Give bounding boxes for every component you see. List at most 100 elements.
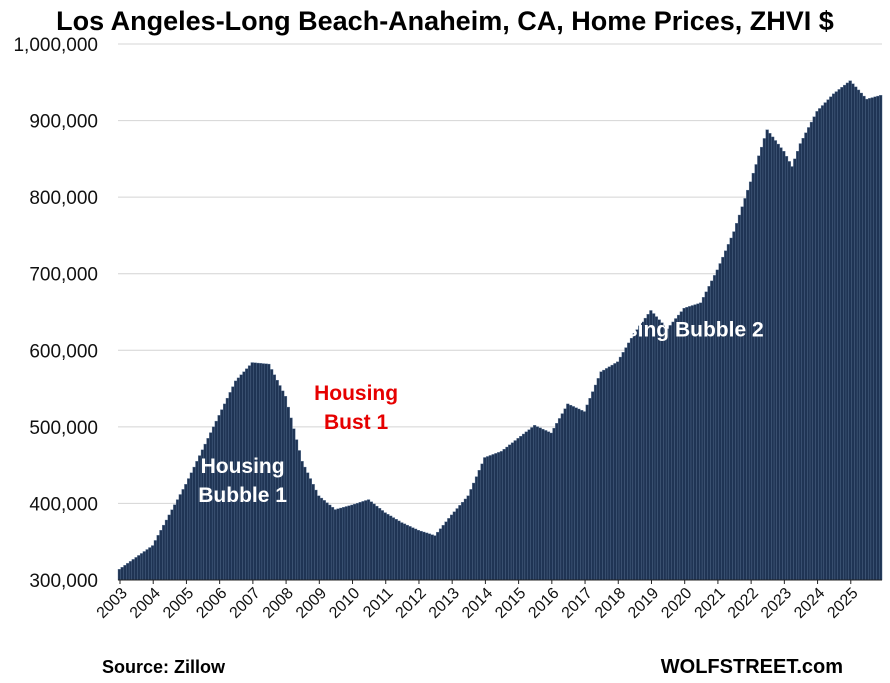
- bar: [784, 156, 789, 581]
- bar: [787, 161, 791, 581]
- bar: [571, 406, 575, 581]
- bar: [721, 256, 725, 581]
- bar: [300, 461, 304, 581]
- bar: [386, 514, 390, 581]
- bar: [491, 454, 495, 581]
- bar: [383, 512, 387, 581]
- bar: [829, 96, 833, 581]
- bar: [834, 91, 838, 581]
- bar: [128, 561, 133, 581]
- bar: [483, 457, 487, 581]
- bar: [663, 325, 667, 581]
- x-tick-label: 2017: [559, 585, 596, 622]
- bar: [422, 531, 426, 581]
- bar: [776, 143, 780, 581]
- bar: [347, 505, 351, 581]
- bar: [430, 534, 434, 581]
- bar: [605, 368, 609, 581]
- bar: [740, 206, 744, 581]
- bar: [325, 502, 329, 581]
- bar: [173, 504, 177, 581]
- bar: [447, 518, 451, 581]
- bar: [375, 505, 379, 581]
- bar: [566, 403, 570, 581]
- bar: [328, 504, 332, 581]
- x-axis: 2003200420052006200720082009201020112012…: [94, 580, 862, 622]
- bar: [153, 540, 157, 581]
- x-tick-label: 2007: [227, 585, 264, 622]
- source-label: Source: Zillow: [102, 657, 226, 677]
- bar: [757, 155, 761, 581]
- bar: [510, 442, 515, 581]
- chart-title: Los Angeles-Long Beach-Anaheim, CA, Home…: [56, 6, 834, 36]
- bar: [378, 508, 382, 581]
- bar: [189, 472, 193, 581]
- bar: [848, 80, 852, 581]
- bar: [311, 484, 315, 581]
- bar: [472, 482, 476, 581]
- bar: [674, 318, 678, 581]
- bar: [665, 328, 670, 581]
- bar: [195, 461, 199, 581]
- x-tick-label: 2013: [426, 585, 463, 622]
- bar: [369, 501, 373, 581]
- x-tick-label: 2012: [393, 585, 430, 622]
- bar: [876, 95, 880, 581]
- bar: [837, 89, 841, 581]
- bar: [552, 427, 556, 581]
- bar: [743, 198, 747, 581]
- bar: [693, 304, 697, 581]
- x-tick-label: 2010: [326, 585, 363, 622]
- bar: [366, 499, 371, 581]
- bar: [610, 364, 614, 581]
- bar: [765, 129, 769, 581]
- bar: [577, 408, 581, 581]
- bar: [322, 500, 326, 581]
- bar: [596, 378, 600, 581]
- bar: [699, 302, 703, 581]
- y-axis: 300,000 400,000 500,000 600,000 700,000 800,0…: [13, 35, 98, 592]
- bar: [477, 470, 481, 581]
- bar: [724, 250, 728, 581]
- bar: [649, 310, 653, 581]
- bar: [317, 495, 321, 581]
- x-tick-label: 2018: [592, 585, 629, 622]
- bar: [823, 102, 827, 581]
- bar: [618, 356, 623, 581]
- bar: [308, 478, 312, 581]
- bar: [856, 89, 861, 581]
- bar: [629, 337, 634, 581]
- bar: [145, 549, 149, 581]
- bar: [306, 472, 310, 581]
- y-tick-label: 600,000: [29, 341, 98, 362]
- bar: [400, 522, 404, 581]
- bar: [184, 484, 188, 581]
- y-tick-label: 500,000: [29, 418, 98, 439]
- bar: [286, 406, 290, 581]
- y-tick-label: 800,000: [29, 188, 98, 209]
- bar: [455, 508, 459, 581]
- y-tick-label: 700,000: [29, 265, 98, 286]
- bar: [303, 466, 307, 581]
- x-tick-label: 2005: [160, 585, 197, 622]
- bar: [679, 311, 683, 581]
- bar: [162, 524, 166, 581]
- bar: [538, 427, 542, 581]
- x-tick-label: 2015: [492, 585, 529, 622]
- bar: [516, 438, 520, 581]
- bar: [646, 314, 650, 581]
- bar: [635, 329, 639, 581]
- x-tick-label: 2025: [824, 585, 861, 622]
- x-tick-label: 2020: [658, 585, 695, 622]
- bar: [364, 500, 368, 581]
- bar: [275, 379, 279, 581]
- annotation-label: Housing: [314, 382, 398, 405]
- bar: [333, 509, 337, 581]
- bar: [148, 547, 152, 581]
- bar: [569, 404, 573, 581]
- bar: [771, 136, 775, 581]
- bar: [126, 563, 130, 581]
- bar: [549, 432, 553, 581]
- bar: [696, 303, 700, 581]
- bar: [718, 263, 722, 581]
